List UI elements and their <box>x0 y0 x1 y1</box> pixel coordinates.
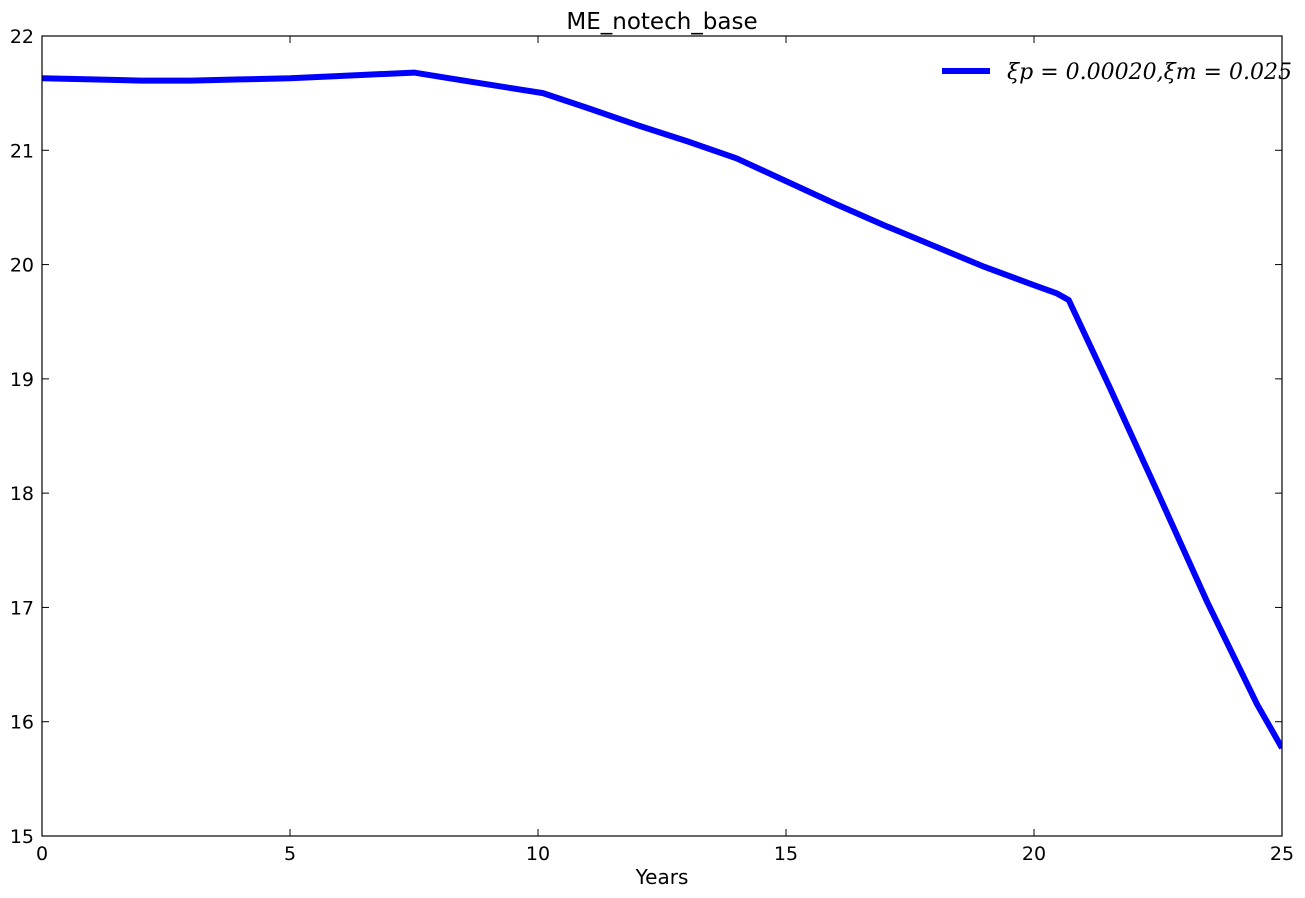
y-tick-label: 16 <box>10 712 34 734</box>
x-tick-label: 0 <box>36 843 48 865</box>
y-tick-label: 19 <box>10 369 34 391</box>
y-tick-label: 18 <box>10 483 34 505</box>
x-tick-label: 15 <box>774 843 798 865</box>
axis-ticks <box>41 35 1283 837</box>
tick-labels: 0 5 10 15 20 25 15 16 17 18 19 20 21 22 <box>10 26 1294 865</box>
x-tick-label: 10 <box>526 843 550 865</box>
plot-frame <box>41 35 1283 837</box>
chart-title: ME_notech_base <box>566 9 757 35</box>
y-tick-label: 17 <box>10 597 34 619</box>
y-tick-label: 20 <box>10 255 34 277</box>
legend-label: ξp = 0.00020,ξm = 0.025 <box>1007 60 1292 85</box>
plot-area <box>41 35 1283 837</box>
x-tick-label: 5 <box>284 843 296 865</box>
x-tick-label: 25 <box>1270 843 1294 865</box>
y-tick-label: 21 <box>10 140 34 162</box>
series-line-0 <box>42 69 1282 750</box>
legend: ξp = 0.00020,ξm = 0.025 <box>942 60 1292 85</box>
x-tick-label: 20 <box>1022 843 1046 865</box>
x-axis-title: Years <box>635 865 689 889</box>
y-tick-label: 22 <box>10 26 34 48</box>
y-tick-label: 15 <box>10 826 34 848</box>
